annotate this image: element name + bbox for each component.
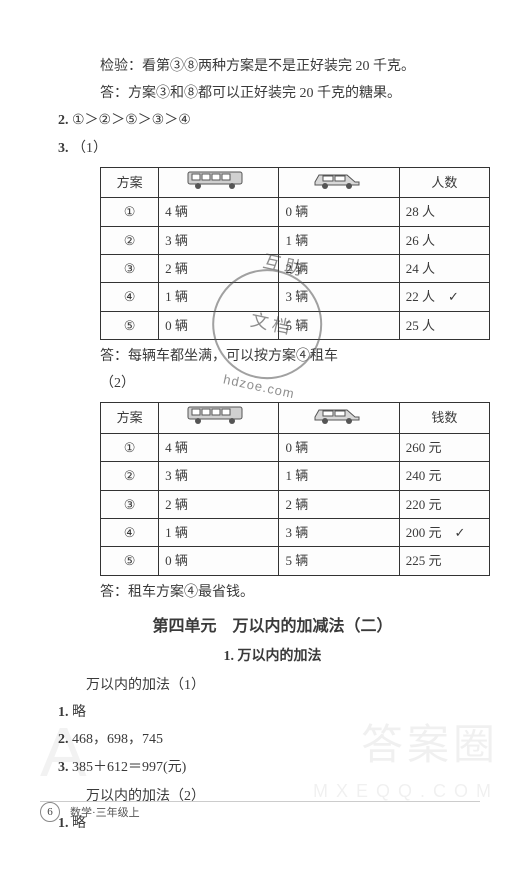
page-content: 检验：看第③⑧两种方案是不是正好装完 20 千克。 答：方案③和⑧都可以正好装完…	[0, 0, 529, 878]
header-plan: 方案	[101, 403, 159, 433]
cell: 5 辆	[279, 311, 399, 339]
cell: 2 辆	[159, 254, 279, 282]
section-p2: 万以内的加法（2）	[86, 784, 487, 809]
cell: 0 辆	[159, 547, 279, 575]
cell: ③	[101, 490, 159, 518]
cell: 4 辆	[159, 433, 279, 461]
car-icon	[309, 168, 369, 190]
item-3: 3. 385＋612＝997(元)	[58, 755, 487, 780]
cell: 3 辆	[279, 283, 399, 311]
cell: 0 辆	[159, 311, 279, 339]
item-2: 2. 468，698，745	[58, 727, 487, 752]
cell: 220 元	[399, 490, 489, 518]
bus-icon	[184, 403, 254, 425]
item-1: 1. 略	[58, 700, 487, 725]
check-line: 检验：看第③⑧两种方案是不是正好装完 20 千克。	[58, 54, 487, 79]
cell: 3 辆	[159, 226, 279, 254]
bus-icon	[184, 168, 254, 190]
q3-sub: （1）	[72, 141, 107, 156]
table-row: ② 3 辆 1 辆 240 元	[101, 462, 490, 490]
table-row: ② 3 辆 1 辆 26 人	[101, 226, 490, 254]
cell: ①	[101, 433, 159, 461]
page-number: 6	[40, 802, 60, 822]
cell: 0 辆	[279, 198, 399, 226]
cell: 1 辆	[279, 462, 399, 490]
unit-title: 第四单元 万以内的加减法（二）	[58, 613, 487, 642]
header-car-icon	[279, 167, 399, 197]
cell: ④	[101, 519, 159, 547]
table-row: ③ 2 辆 2 辆 220 元	[101, 490, 490, 518]
cell: 200 元 ✓	[399, 519, 489, 547]
table-people: 方案	[100, 167, 490, 340]
table2-answer: 答：租车方案④最省钱。	[58, 580, 487, 605]
cell: 1 辆	[159, 519, 279, 547]
cell: 25 人	[399, 311, 489, 339]
cell: ②	[101, 226, 159, 254]
cell: ③	[101, 254, 159, 282]
cell: ②	[101, 462, 159, 490]
cell: 24 人	[399, 254, 489, 282]
cell: 22 人 ✓	[399, 283, 489, 311]
cell: 28 人	[399, 198, 489, 226]
cell: 225 元	[399, 547, 489, 575]
table-row: 方案	[101, 403, 490, 433]
table-money: 方案	[100, 402, 490, 575]
car-icon	[309, 403, 369, 425]
q3b: （2）	[58, 371, 487, 396]
q3-line: 3. （1）	[58, 136, 487, 161]
q2-label: 2.	[58, 113, 69, 128]
cell: 260 元	[399, 433, 489, 461]
q3-label: 3.	[58, 141, 69, 156]
table-row: ⑤ 0 辆 5 辆 25 人	[101, 311, 490, 339]
cell: 2 辆	[279, 490, 399, 518]
cell: 4 辆	[159, 198, 279, 226]
table-row: 方案	[101, 167, 490, 197]
answer-line: 答：方案③和⑧都可以正好装完 20 千克的糖果。	[58, 81, 487, 106]
cell: ①	[101, 198, 159, 226]
header-plan: 方案	[101, 167, 159, 197]
cell: 2 辆	[159, 490, 279, 518]
q2-line: 2. ①＞②＞⑤＞③＞④	[58, 108, 487, 133]
header-count: 钱数	[399, 403, 489, 433]
table-row: ④ 1 辆 3 辆 200 元 ✓	[101, 519, 490, 547]
q2-content: ①＞②＞⑤＞③＞④	[72, 113, 191, 128]
table-row: ④ 1 辆 3 辆 22 人 ✓	[101, 283, 490, 311]
table-row: ① 4 辆 0 辆 28 人	[101, 198, 490, 226]
footer: 6 数学·三年级上	[40, 802, 140, 822]
footer-text: 数学·三年级上	[70, 804, 140, 820]
unit-sub: 1. 万以内的加法	[58, 644, 487, 669]
cell: 3 辆	[159, 462, 279, 490]
table-row: ⑤ 0 辆 5 辆 225 元	[101, 547, 490, 575]
cell: 3 辆	[279, 519, 399, 547]
header-count: 人数	[399, 167, 489, 197]
cell: 26 人	[399, 226, 489, 254]
section-p1: 万以内的加法（1）	[86, 673, 487, 698]
cell: 0 辆	[279, 433, 399, 461]
header-bus-icon	[159, 167, 279, 197]
cell: ⑤	[101, 311, 159, 339]
header-car-icon	[279, 403, 399, 433]
cell: 1 辆	[279, 226, 399, 254]
table-row: ③ 2 辆 2 辆 24 人	[101, 254, 490, 282]
cell: 240 元	[399, 462, 489, 490]
cell: ⑤	[101, 547, 159, 575]
cell: 5 辆	[279, 547, 399, 575]
cell: 2 辆	[279, 254, 399, 282]
table1-answer: 答：每辆车都坐满，可以按方案④租车	[58, 344, 487, 369]
cell: 1 辆	[159, 283, 279, 311]
cell: ④	[101, 283, 159, 311]
header-bus-icon	[159, 403, 279, 433]
table-row: ① 4 辆 0 辆 260 元	[101, 433, 490, 461]
